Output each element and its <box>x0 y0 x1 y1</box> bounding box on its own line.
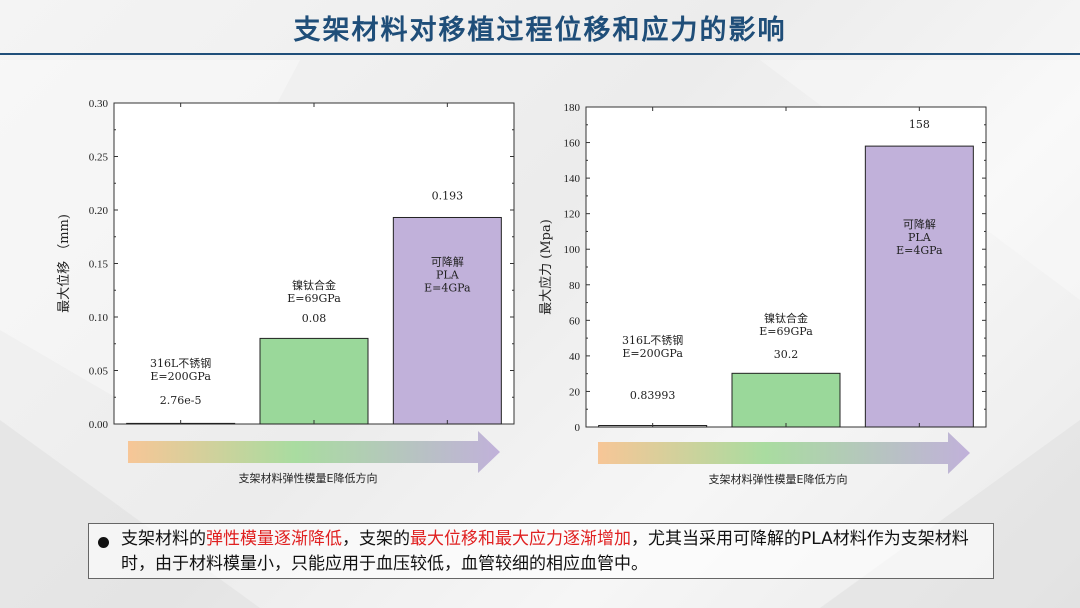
bar-value-label: 30.2 <box>774 348 799 361</box>
bar-value-label: 0.08 <box>302 312 327 325</box>
bar <box>392 216 502 425</box>
arrow-label: 支架材料弹性模量E降低方向 <box>239 471 378 485</box>
y-axis-title: 最大应力 (Mpa) <box>538 219 554 315</box>
stress-chart: 0 20 40 60 80 100 120 140 160 180 最大应力 (Mpa) 316L不锈… <box>538 102 987 486</box>
displacement-chart: 0.00 0.05 0.10 0.15 0.20 0.25 0.30 最大位移 （mm) 316… <box>57 98 515 485</box>
bar-value-label: 0.83993 <box>630 389 676 402</box>
y-tick-label: 0 <box>575 422 581 434</box>
bar-category-label: E=4GPa <box>424 281 471 294</box>
y-tick-label: 0.20 <box>89 205 109 217</box>
direction-arrow-icon <box>598 432 970 474</box>
bar <box>864 145 974 428</box>
bar-category-label: 可降解 <box>903 217 936 231</box>
y-tick-label: 0.00 <box>89 419 109 431</box>
bar-category-label: 镍钛合金 <box>292 278 336 292</box>
bar-category-label: E=4GPa <box>896 244 943 257</box>
bar-value-label: 2.76e-5 <box>160 394 202 407</box>
y-tick-label: 0.05 <box>89 366 109 378</box>
bar-category-label: E=200GPa <box>622 347 683 360</box>
y-tick-label: 0.30 <box>89 98 109 110</box>
title-divider <box>0 53 1080 55</box>
bar-category-label: E=69GPa <box>759 325 813 338</box>
highlight-text: 最大位移和最大应力逐渐增加 <box>410 529 631 549</box>
direction-arrow-icon <box>128 431 500 473</box>
bar-category-label: 可降解 <box>431 254 464 268</box>
y-axis-title: 最大位移 （mm) <box>57 214 72 313</box>
bar-category-label: 316L不锈钢 <box>150 357 211 370</box>
y-tick-label: 180 <box>564 102 581 114</box>
note-text-segment: ，尤其当采用可降解的PLA材料作为支架材料时，由于材料模量小，只能应用于血压较低… <box>121 529 969 574</box>
y-tick-label: 40 <box>569 351 581 363</box>
y-tick-label: 0.15 <box>89 259 109 271</box>
bar-category-label: E=200GPa <box>150 370 211 383</box>
bar <box>731 372 841 428</box>
bar-category-label: PLA <box>436 268 460 281</box>
y-tick-label: 100 <box>564 244 581 256</box>
bar-category-label: E=69GPa <box>287 292 341 305</box>
y-tick-label: 140 <box>564 173 581 185</box>
y-tick-label: 0.25 <box>89 152 109 164</box>
y-tick-label: 160 <box>564 138 581 150</box>
bar-category-label: 镍钛合金 <box>764 311 808 325</box>
conclusion-text: 支架材料的弹性模量逐渐降低，支架的最大位移和最大应力逐渐增加，尤其当采用可降解的… <box>121 527 991 577</box>
bar-value-label: 158 <box>909 118 930 131</box>
y-tick-label: 120 <box>564 209 581 221</box>
arrow-label: 支架材料弹性模量E降低方向 <box>709 472 848 486</box>
bullet-icon <box>98 537 109 548</box>
bar-value-label: 0.193 <box>432 189 464 202</box>
bar-category-label: PLA <box>908 231 932 244</box>
note-text-segment: ，支架的 <box>342 529 410 549</box>
bar <box>259 337 369 425</box>
conclusion-box: 支架材料的弹性模量逐渐降低，支架的最大位移和最大应力逐渐增加，尤其当采用可降解的… <box>88 523 994 579</box>
y-tick-label: 60 <box>569 315 581 327</box>
highlight-text: 弹性模量逐渐降低 <box>206 529 342 549</box>
y-tick-label: 0.10 <box>89 312 109 324</box>
y-tick-label: 20 <box>569 386 581 398</box>
note-text-segment: 支架材料的 <box>121 529 206 549</box>
bar-category-label: 316L不锈钢 <box>622 334 683 347</box>
page-title: 支架材料对移植过程位移和应力的影响 <box>293 15 787 46</box>
y-tick-label: 80 <box>569 280 581 292</box>
